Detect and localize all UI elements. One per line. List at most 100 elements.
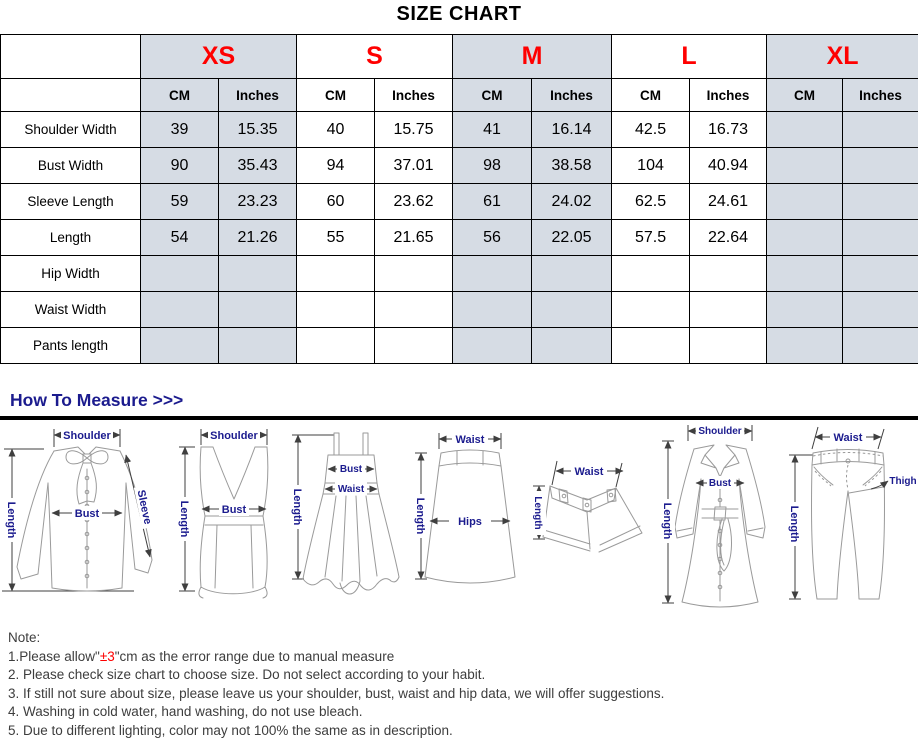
value-cell: 21.26 xyxy=(217,219,298,256)
value-cell: 55 xyxy=(296,219,376,256)
dress-waist-label: Waist xyxy=(338,484,365,495)
value-cell xyxy=(766,291,844,328)
table-row: Shoulder Width 39 15.35 40 15.75 41 16.1… xyxy=(0,111,918,148)
unit-cell: CM xyxy=(611,78,691,112)
value-cell: 54 xyxy=(140,219,219,256)
value-cell: 16.73 xyxy=(689,111,768,148)
value-cell xyxy=(842,183,918,220)
value-cell xyxy=(452,291,533,328)
skirt-figure: Waist Length Hips xyxy=(414,432,516,584)
shorts-waist-label: Waist xyxy=(575,466,604,478)
value-cell: 39 xyxy=(140,111,219,148)
value-cell xyxy=(217,327,298,364)
unit-cell: Inches xyxy=(689,78,768,112)
shorts-length-label: Length xyxy=(532,496,543,529)
value-cell xyxy=(217,255,298,292)
value-cell: 62.5 xyxy=(611,183,691,220)
value-cell xyxy=(611,327,691,364)
blouse-shoulder-label: Shoulder xyxy=(63,430,111,442)
unit-cell: CM xyxy=(296,78,376,112)
row-label: Waist Width xyxy=(0,291,141,328)
table-row: Length 54 21.26 55 21.65 56 22.05 57.5 2… xyxy=(0,219,918,256)
unit-cell: CM xyxy=(140,78,219,112)
coat-bust-label: Bust xyxy=(709,478,732,489)
unit-cell: Inches xyxy=(531,78,613,112)
value-cell xyxy=(611,291,691,328)
row-label: Shoulder Width xyxy=(0,111,141,148)
unit-cell: Inches xyxy=(374,78,454,112)
value-cell: 94 xyxy=(296,147,376,184)
value-cell xyxy=(296,291,376,328)
unit-cell: Inches xyxy=(842,78,918,112)
value-cell: 56 xyxy=(452,219,533,256)
value-cell xyxy=(766,327,844,364)
row-label: Bust Width xyxy=(0,147,141,184)
value-cell xyxy=(766,147,844,184)
value-cell xyxy=(452,327,533,364)
unit-cell: Inches xyxy=(217,78,298,112)
value-cell xyxy=(766,255,844,292)
value-cell xyxy=(689,291,768,328)
value-cell: 38.58 xyxy=(531,147,613,184)
vest-bust-label: Bust xyxy=(222,504,247,516)
unit-cell: CM xyxy=(766,78,844,112)
value-cell: 61 xyxy=(452,183,533,220)
shorts-figure: Waist Length xyxy=(532,460,643,553)
skirt-waist-label: Waist xyxy=(456,434,485,446)
size-header-m: M xyxy=(452,34,613,79)
value-cell xyxy=(842,327,918,364)
table-row: Waist Width xyxy=(0,291,918,328)
value-cell: 15.35 xyxy=(217,111,298,148)
value-cell xyxy=(140,255,219,292)
value-cell: 57.5 xyxy=(611,219,691,256)
dress-figure: Length Bust Waist xyxy=(291,432,400,595)
value-cell xyxy=(689,327,768,364)
value-cell: 24.02 xyxy=(531,183,613,220)
size-header-xl: XL xyxy=(766,34,918,79)
value-cell xyxy=(766,111,844,148)
row-label: Pants length xyxy=(0,327,141,364)
value-cell xyxy=(531,327,613,364)
value-cell xyxy=(374,327,454,364)
jeans-thigh-label: Thigh xyxy=(889,476,916,487)
value-cell: 41 xyxy=(452,111,533,148)
value-cell: 40 xyxy=(296,111,376,148)
value-cell xyxy=(766,183,844,220)
value-cell xyxy=(531,291,613,328)
page-title: SIZE CHART xyxy=(396,3,522,25)
value-cell: 22.05 xyxy=(531,219,613,256)
value-cell: 42.5 xyxy=(611,111,691,148)
value-cell: 21.65 xyxy=(374,219,454,256)
value-cell: 23.23 xyxy=(217,183,298,220)
row-label: Length xyxy=(0,219,141,256)
error-range-value: ±3 xyxy=(99,648,115,664)
blouse-bust-label: Bust xyxy=(75,508,100,520)
value-cell xyxy=(842,291,918,328)
value-cell: 40.94 xyxy=(689,147,768,184)
coat-length-label: Length xyxy=(661,503,673,540)
value-cell xyxy=(842,111,918,148)
value-cell xyxy=(842,219,918,256)
jeans-waist-label: Waist xyxy=(834,432,863,444)
value-cell: 60 xyxy=(296,183,376,220)
value-cell xyxy=(842,147,918,184)
table-row: Bust Width 90 35.43 94 37.01 98 38.58 10… xyxy=(0,147,918,184)
dress-bust-label: Bust xyxy=(340,464,363,475)
notes-heading: Note: xyxy=(8,630,41,645)
value-cell: 104 xyxy=(611,147,691,184)
note-line-4: 4. Washing in cold water, hand washing, … xyxy=(8,704,363,719)
blouse-figure: Shoulder Length Bust Sleeve xyxy=(2,428,157,592)
value-cell: 59 xyxy=(140,183,219,220)
corner-cell xyxy=(0,78,141,112)
value-cell: 23.62 xyxy=(374,183,454,220)
size-header-row: XS S M L XL xyxy=(0,34,918,79)
size-header-xs: XS xyxy=(139,34,298,79)
value-cell xyxy=(766,219,844,256)
value-cell xyxy=(140,327,219,364)
size-chart-table: XS S M L XL CM Inches CM Inches CM Inche… xyxy=(0,34,918,364)
value-cell: 37.01 xyxy=(374,147,454,184)
value-cell: 24.61 xyxy=(689,183,768,220)
value-cell xyxy=(374,255,454,292)
size-header-l: L xyxy=(611,34,768,79)
unit-header-row: CM Inches CM Inches CM Inches CM Inches … xyxy=(0,78,918,112)
